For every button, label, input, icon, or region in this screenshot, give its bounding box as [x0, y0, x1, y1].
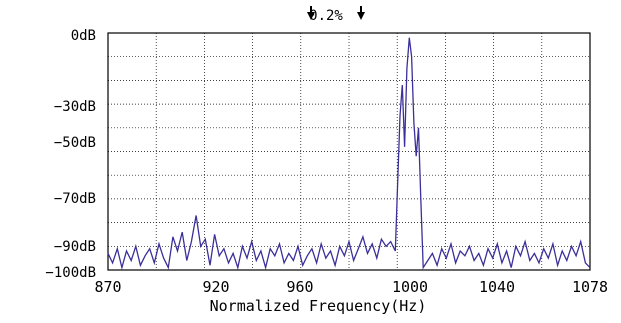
spectrum-trace — [107, 37, 591, 271]
x-tick-labels: 870 920 960 1000 1040 1078 — [94, 278, 608, 296]
x-tick-label: 960 — [286, 278, 313, 296]
bandwidth-annotation-text: 0.2% — [309, 8, 343, 24]
down-arrow-icon — [307, 6, 315, 20]
y-tick-label: −30dB — [54, 99, 96, 115]
plot-grid — [108, 33, 590, 270]
x-tick-label: 920 — [202, 278, 229, 296]
x-axis-title: Normalized Frequency(Hz) — [210, 297, 427, 315]
y-tick-label: −70dB — [54, 191, 96, 207]
x-tick-label: 1000 — [392, 278, 428, 296]
y-tick-label: −50dB — [54, 135, 96, 151]
bandwidth-annotation: 0.2% — [307, 6, 365, 24]
y-tick-label: 0dB — [71, 28, 96, 44]
x-tick-label: 1078 — [572, 278, 608, 296]
x-tick-label: 870 — [94, 278, 121, 296]
plot-frame — [107, 32, 591, 271]
x-tick-label: 1040 — [479, 278, 515, 296]
y-tick-labels: 0dB −30dB −50dB −70dB −90dB −100dB — [45, 28, 96, 281]
y-tick-label: −90dB — [54, 239, 96, 255]
y-tick-label: −100dB — [45, 265, 96, 281]
down-arrow-icon — [357, 6, 365, 20]
